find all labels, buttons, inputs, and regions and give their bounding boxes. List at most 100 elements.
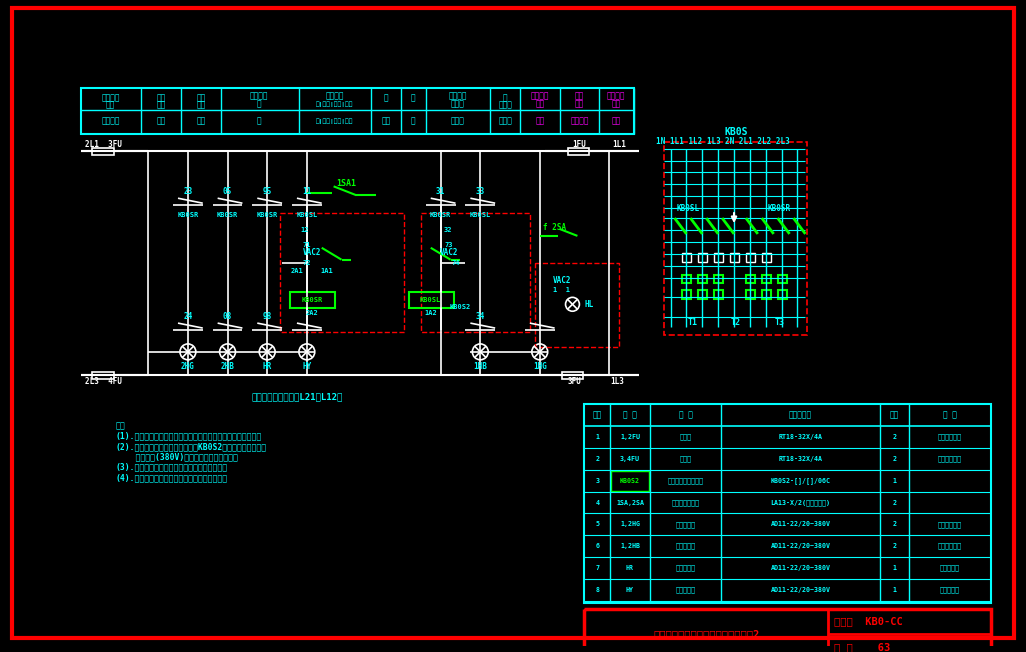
Text: AD11-22/20~380V: AD11-22/20~380V [771, 587, 830, 593]
Text: 2N 2L1 2L2 2L3: 2N 2L1 2L2 2L3 [725, 137, 790, 146]
Text: 11: 11 [303, 186, 312, 196]
Text: KB0S2-[]/[]/06C: KB0S2-[]/[]/06C [771, 477, 830, 484]
Text: 手动: 手动 [611, 117, 621, 125]
Text: 2A1: 2A1 [290, 267, 304, 274]
Bar [81, 88, 634, 134]
Text: 24: 24 [184, 312, 193, 321]
Text: 1,2HB: 1,2HB [620, 543, 640, 549]
Text: VAC2: VAC2 [303, 248, 321, 258]
Bar [699, 253, 707, 261]
Text: HR: HR [626, 565, 634, 571]
Text: RT18-32X/4A: RT18-32X/4A [779, 434, 823, 440]
Text: 3: 3 [595, 478, 599, 484]
Text: 操作机构: 操作机构 [448, 92, 467, 100]
Text: 电路内已托管: 电路内已托管 [938, 543, 962, 550]
Bar [699, 274, 707, 284]
Text: 信号: 信号 [196, 117, 205, 125]
Text: 备用电源: 备用电源 [102, 94, 120, 102]
Text: HR: HR [263, 363, 272, 371]
Text: 故障要增加: 故障要增加 [940, 586, 960, 593]
Bar [280, 213, 404, 332]
Text: 组自复: 组自复 [450, 100, 465, 109]
Bar [761, 290, 771, 299]
Text: 注：
(1).本图适用于双电源自动转换自投自复控制，采用远地控制。
(2).双电源自动转换开关的选选用KB0S2三极或四极产品用于
    三相电源(380V): 注： (1).本图适用于双电源自动转换自投自复控制，采用远地控制。 (2).双电… [116, 421, 267, 482]
Text: 通断: 通断 [382, 117, 391, 125]
Text: 1,2HG: 1,2HG [620, 522, 640, 527]
Text: 8: 8 [595, 587, 599, 593]
Text: 2: 2 [893, 434, 897, 440]
Text: 电源: 电源 [575, 92, 584, 100]
Bar [567, 148, 589, 155]
Text: 4: 4 [595, 499, 599, 505]
Text: 23: 23 [184, 186, 193, 196]
Text: 自投: 自投 [611, 100, 621, 109]
Text: 2L1  3FU: 2L1 3FU [85, 140, 122, 149]
Text: 二次电源: 二次电源 [102, 117, 120, 125]
Text: AD11-22/20~380V: AD11-22/20~380V [771, 543, 830, 549]
Text: 保护: 保护 [536, 100, 545, 109]
Text: 行|短路|放遉|自投: 行|短路|放遉|自投 [316, 118, 353, 124]
Text: 必须带左进辅助触头L21或L12。: 必须带左进辅助触头L21或L12。 [251, 392, 343, 401]
Text: 电路内已托管: 电路内已托管 [938, 521, 962, 527]
Text: HL: HL [585, 300, 594, 309]
Text: 双电源自动转换自投自复控制电路图2: 双电源自动转换自投自复控制电路图2 [654, 629, 759, 640]
Text: 1SA,2SA: 1SA,2SA [616, 499, 644, 505]
Text: 1HB: 1HB [473, 363, 487, 371]
Text: 电路保护指示: 电路保护指示 [938, 456, 962, 462]
Text: 电路保护指示: 电路保护指示 [938, 434, 962, 440]
Text: 运: 运 [256, 117, 262, 125]
Text: 备: 备 [384, 94, 389, 102]
Bar [761, 274, 771, 284]
Bar [699, 290, 707, 299]
Bar [682, 253, 692, 261]
Text: 电源: 电源 [157, 94, 166, 102]
Text: 炸断器: 炸断器 [679, 434, 692, 440]
Text: T1: T1 [687, 318, 698, 327]
Text: 3FU: 3FU [567, 377, 582, 386]
Text: 图集号  KB0-CC: 图集号 KB0-CC [834, 616, 903, 627]
Text: KB0SL: KB0SL [420, 297, 441, 303]
Text: 98: 98 [263, 312, 272, 321]
Text: 黄色信号灯: 黄色信号灯 [675, 586, 696, 593]
Text: T2: T2 [731, 318, 741, 327]
Text: KB0SR: KB0SR [768, 203, 791, 213]
Text: 7: 7 [595, 565, 599, 571]
Bar [714, 290, 723, 299]
Text: KB0SR: KB0SR [256, 212, 278, 218]
Text: 常用电源: 常用电源 [530, 92, 549, 100]
Text: 总: 总 [410, 94, 416, 102]
Text: 行|短路|放遉|自投: 行|短路|放遉|自投 [316, 101, 353, 107]
Bar [290, 292, 334, 308]
Text: 常用电源: 常用电源 [606, 92, 625, 100]
Bar [761, 253, 771, 261]
Text: 数量: 数量 [890, 411, 899, 420]
Text: 信号: 信号 [196, 100, 205, 110]
Bar [91, 148, 114, 155]
Text: 电源: 电源 [106, 100, 115, 110]
Text: 2: 2 [893, 543, 897, 549]
Text: KB0SL: KB0SL [297, 212, 317, 218]
Text: 1L3: 1L3 [610, 377, 624, 386]
Text: 展: 展 [410, 117, 416, 125]
Text: 保护: 保护 [536, 117, 545, 125]
Text: 71: 71 [303, 242, 311, 248]
Bar [682, 290, 692, 299]
Text: 电源: 电源 [196, 94, 205, 102]
Text: 3,4FU: 3,4FU [620, 456, 640, 462]
Text: HY: HY [626, 587, 634, 593]
Text: HY: HY [303, 363, 312, 371]
Text: 2: 2 [893, 499, 897, 505]
Text: 1: 1 [595, 434, 599, 440]
Text: 2A2: 2A2 [306, 310, 318, 316]
Text: 组自复: 组自复 [450, 117, 465, 125]
Text: 备 注: 备 注 [943, 411, 957, 420]
Text: 1SA1: 1SA1 [337, 179, 356, 188]
Text: KB0S2: KB0S2 [620, 478, 640, 484]
Text: 绿色信号灯: 绿色信号灯 [675, 521, 696, 527]
Text: 34: 34 [476, 312, 485, 321]
Text: LA13-X/2(二位自持式): LA13-X/2(二位自持式) [771, 499, 830, 506]
Text: 序号: 序号 [593, 411, 602, 420]
Bar [731, 253, 739, 261]
Text: 运: 运 [256, 100, 262, 109]
Text: 保护: 保护 [157, 100, 166, 110]
